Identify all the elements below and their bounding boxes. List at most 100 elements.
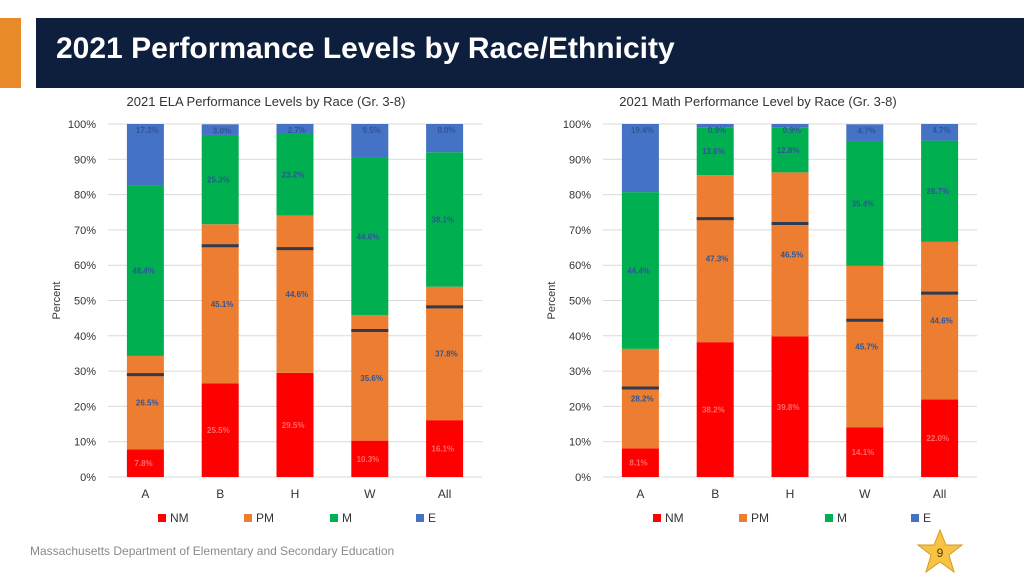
page-title: 2021 Performance Levels by Race/Ethnicit… (56, 32, 675, 65)
bar-segment-nm-all (921, 399, 959, 477)
bar-segment-pm-w (846, 265, 884, 428)
chart-title: 2021 ELA Performance Levels by Race (Gr.… (127, 94, 406, 109)
data-label: 23.2% (282, 170, 305, 179)
y-tick-label: 20% (74, 401, 96, 413)
y-tick-label: 0% (575, 472, 591, 484)
data-label: 7.8% (134, 459, 152, 468)
y-tick-label: 30% (569, 366, 591, 378)
data-label: 28.7% (926, 187, 949, 196)
bar-segment-nm-h (276, 372, 314, 477)
bar-segment-nm-b (696, 342, 734, 477)
x-tick-label: A (141, 487, 149, 501)
y-tick-label: 100% (563, 119, 591, 131)
bar-segment-m-all (921, 140, 959, 242)
bar-segment-pm-b (201, 224, 239, 384)
bar-segment-m-w (351, 157, 389, 315)
x-tick-label: All (438, 487, 451, 501)
math-chart: 2021 Math Performance Level by Race (Gr.… (546, 94, 977, 525)
y-tick-label: 30% (74, 366, 96, 378)
bar-segment-e-h (771, 124, 809, 128)
accent-bar (0, 18, 21, 88)
data-label: 25.5% (207, 426, 230, 435)
data-label: 39.8% (777, 403, 800, 412)
bar-segment-pm-all (426, 286, 464, 421)
bar-segment-pm-a (126, 355, 164, 450)
legend-label: PM (751, 511, 769, 525)
footer-text: Massachusetts Department of Elementary a… (30, 544, 395, 558)
data-label: 0.9% (708, 126, 726, 135)
legend-swatch-pm (739, 514, 747, 522)
data-label: 45.1% (211, 300, 234, 309)
legend-swatch-nm (653, 514, 661, 522)
data-label: 22.0% (926, 434, 949, 443)
data-label: 13.6% (702, 147, 725, 156)
bar-segment-e-a (621, 124, 659, 193)
data-label: 8.1% (629, 459, 647, 468)
legend-swatch-m (825, 514, 833, 522)
bar-segment-pm-h (771, 172, 809, 337)
y-tick-label: 60% (569, 260, 591, 272)
ela-chart: 2021 ELA Performance Levels by Race (Gr.… (51, 94, 482, 525)
bar-segment-m-h (771, 127, 809, 173)
x-tick-label: A (636, 487, 644, 501)
data-label: 38.1% (431, 215, 454, 224)
data-label: 8.0% (437, 126, 455, 135)
y-tick-label: 20% (569, 401, 591, 413)
x-tick-label: W (859, 487, 871, 501)
legend-label: M (837, 511, 847, 525)
y-tick-label: 80% (74, 190, 96, 202)
legend-swatch-nm (158, 514, 166, 522)
data-label: 0.9% (783, 126, 801, 135)
bar-segment-nm-all (426, 420, 464, 477)
bar-segment-nm-w (846, 427, 884, 477)
bar-segment-e-all (426, 124, 464, 153)
legend-swatch-m (330, 514, 338, 522)
bar-segment-nm-a (621, 448, 659, 477)
title-band: 2021 Performance Levels by Race/Ethnicit… (36, 18, 1024, 88)
y-tick-label: 40% (569, 331, 591, 343)
bar-segment-nm-h (771, 336, 809, 477)
chart-title: 2021 Math Performance Level by Race (Gr.… (619, 94, 896, 109)
bar-segment-m-a (621, 192, 659, 349)
data-label: 48.4% (132, 266, 155, 275)
y-tick-label: 40% (74, 331, 96, 343)
data-label: 4.7% (932, 126, 950, 135)
data-label: 25.3% (207, 176, 230, 185)
bar-segment-pm-a (621, 348, 659, 449)
legend-swatch-e (911, 514, 919, 522)
y-tick-label: 70% (569, 225, 591, 237)
data-label: 35.4% (852, 199, 875, 208)
page-number-star: 9 (910, 528, 970, 576)
y-tick-label: 50% (569, 296, 591, 308)
data-label: 26.5% (136, 399, 159, 408)
data-label: 47.3% (706, 255, 729, 264)
data-label: 44.6% (930, 317, 953, 326)
data-label: 37.8% (435, 349, 458, 358)
bar-segment-pm-b (696, 175, 734, 343)
x-tick-label: H (786, 487, 795, 501)
y-tick-label: 60% (74, 260, 96, 272)
data-label: 38.2% (702, 406, 725, 415)
star-icon: 9 (916, 528, 964, 574)
y-tick-label: 90% (74, 154, 96, 166)
data-label: 3.0% (213, 126, 231, 135)
bar-segment-e-all (921, 124, 959, 141)
data-label: 45.7% (855, 343, 878, 352)
x-tick-label: B (216, 487, 224, 501)
bar-segment-m-b (696, 127, 734, 176)
data-label: 46.5% (781, 250, 804, 259)
bar-segment-m-h (276, 133, 314, 216)
page-number: 9 (937, 546, 944, 560)
bar-segment-nm-b (201, 383, 239, 477)
data-label: 16.1% (431, 445, 454, 454)
legend-swatch-e (416, 514, 424, 522)
y-tick-label: 50% (74, 296, 96, 308)
y-tick-label: 10% (74, 437, 96, 449)
bar-segment-e-w (351, 124, 389, 158)
y-axis-label: Percent (546, 282, 558, 320)
data-label: 44.6% (357, 232, 380, 241)
bar-segment-nm-a (126, 449, 164, 477)
bar-segment-e-w (846, 124, 884, 141)
bar-segment-m-b (201, 134, 239, 225)
data-label: 19.4% (631, 126, 654, 135)
